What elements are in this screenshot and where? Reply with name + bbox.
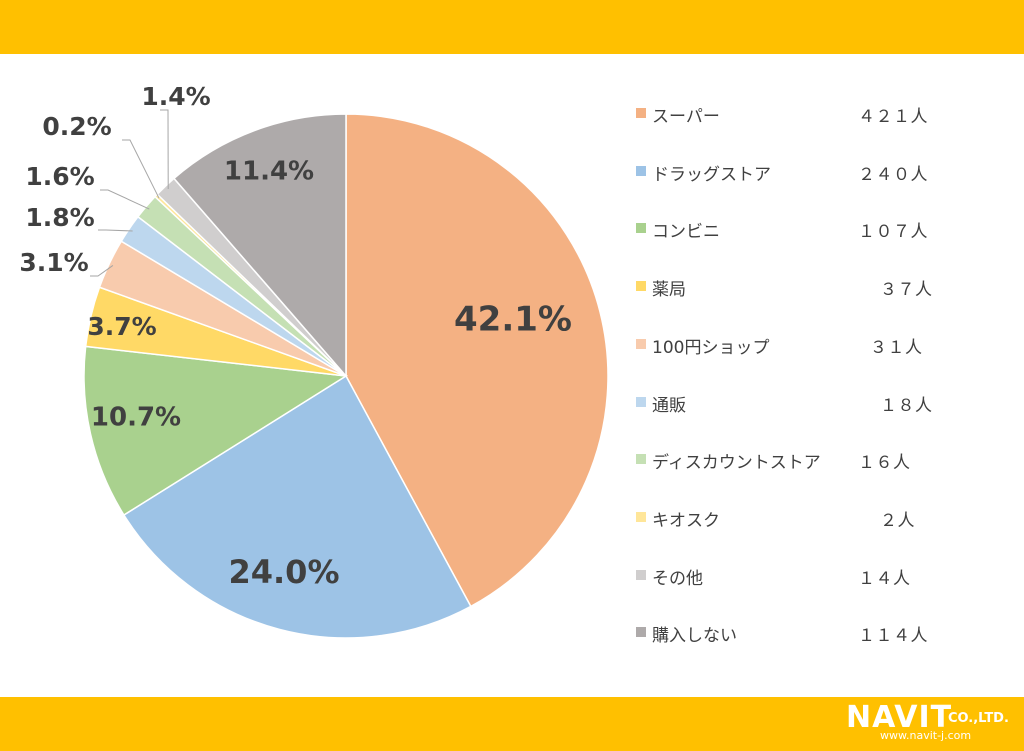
legend-label: 購入しない [652,626,737,647]
percent-label: 3.1% [19,248,88,277]
legend-label: ドラッグストア [652,164,771,185]
logo-wordmark: NAVIT [846,700,953,735]
legend-count: ４２１人 [858,107,928,127]
pie-chart: 42.1% 24.0% 10.7% 3.7% 3.1% 1.8% 1.6% 0.2% 1.4% 1… [19,82,609,639]
legend-item: 100円ショップ ３１人 [636,331,976,358]
leader-line [98,229,133,232]
legend-item: ドラッグストア ２４０人 [636,158,976,185]
pie-slice [345,113,609,608]
legend-count: １４人 [858,568,911,589]
legend-swatch [636,511,646,522]
legend-count: ２４０人 [858,164,928,185]
legend-item: 薬局 ３７人 [636,273,976,301]
legend-swatch [636,223,646,234]
legend-label: 100円ショップ [652,337,770,358]
bottom-banner [0,697,1024,751]
company-logo: NAVIT CO.,LTD. www.navit-j.com [846,701,1018,747]
logo-url: www.navit-j.com [880,729,972,742]
logo-company-suffix: CO.,LTD. [948,711,1009,726]
legend-item: 通販 １８人 [636,389,976,416]
percent-label: 1.4% [141,82,210,111]
legend-swatch [636,454,646,465]
percent-label: 1.6% [25,162,94,191]
percent-label: 1.8% [25,203,94,232]
legend-item: スーパー ４２１人 [636,100,976,127]
legend-label: 薬局 [652,280,686,301]
leader-line [90,265,114,277]
legend-swatch [636,627,646,638]
legend-swatch [636,396,646,407]
leader-line [100,189,150,210]
legend-count: ３１人 [870,337,923,358]
top-banner [0,0,1024,54]
legend-swatch [636,338,646,349]
legend-swatch [636,108,646,118]
legend-item: ディスカウントストア １６人 [636,446,976,474]
legend-count: １０７人 [858,222,928,243]
legend-swatch [636,165,646,176]
pie-slice [122,374,472,639]
legend-count: １８人 [880,395,933,416]
legend-label: その他 [652,568,703,589]
percent-label: 11.4% [224,157,314,187]
legend-count: ２人 [880,510,915,531]
legend-label: 通販 [652,395,686,416]
legend-item: 購入しない １１４人 [636,619,976,647]
percent-label: 42.1% [454,300,572,340]
leader-line [160,109,169,190]
pie-slice [83,345,349,517]
legend-count: ３７人 [880,280,933,301]
legend-label: キオスク [652,510,720,531]
pie-slice [172,113,347,379]
percent-label: 3.7% [87,312,156,341]
legend-count: １１４人 [858,626,928,647]
percent-label: 24.0% [228,553,339,591]
percent-label: 10.7% [91,403,181,433]
legend-item: その他 １４人 [636,562,976,589]
percent-label: 0.2% [42,112,111,141]
legend-label: コンビニ [652,222,720,243]
legend-swatch [636,281,646,292]
legend-item: コンビニ １０７人 [636,215,976,243]
legend-label: ディスカウントストア [652,453,821,474]
legend-label: スーパー [652,107,720,127]
legend-item: キオスク ２人 [636,504,976,531]
leader-line [122,139,160,199]
legend-count: １６人 [858,453,911,474]
legend-swatch [636,569,646,580]
